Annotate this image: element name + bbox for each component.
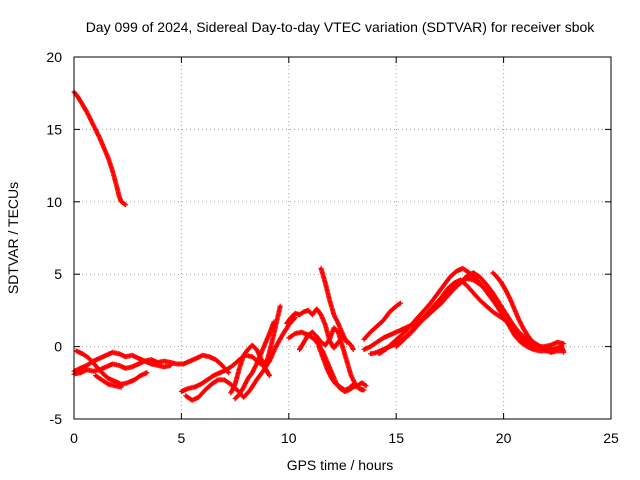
data-point-marker	[271, 319, 277, 325]
series-arc-20	[490, 270, 567, 355]
x-tick-label: 5	[178, 430, 186, 446]
data-point-marker	[496, 305, 502, 310]
x-tick-label: 10	[281, 430, 297, 446]
series-arc-1	[71, 89, 129, 208]
series-arc-19	[393, 276, 502, 350]
series-arc-6	[178, 303, 283, 394]
series-arc-9	[232, 319, 277, 402]
data-point-marker	[344, 339, 350, 345]
axis-ticks: 0 5 10 15 20 25 -5 0 5 10 15 20	[46, 49, 619, 446]
series-arc-14	[316, 344, 365, 393]
grid	[74, 57, 611, 419]
data-point-marker	[398, 300, 403, 306]
x-tick-label: 0	[70, 430, 78, 446]
series-arc-18	[361, 300, 403, 342]
y-axis-label: SDTVAR / TECUs	[5, 182, 21, 294]
series-arc-13	[318, 265, 350, 345]
y-tick-label: 15	[46, 121, 62, 137]
y-tick-label: 10	[46, 194, 62, 210]
y-tick-label: 5	[54, 266, 62, 282]
chart-title: Day 099 of 2024, Sidereal Day-to-day VTE…	[86, 19, 596, 35]
data-point-marker	[358, 386, 364, 392]
data-point-marker	[123, 202, 129, 208]
series-arc-4	[73, 348, 150, 387]
data-point-marker	[277, 303, 283, 309]
y-tick-label: 20	[46, 49, 62, 65]
x-tick-label: 25	[603, 430, 619, 446]
data-point-marker	[168, 362, 174, 368]
data-point-marker	[267, 373, 272, 379]
series-arc-8	[228, 342, 272, 396]
series-arc-5	[93, 373, 124, 390]
data-point-marker	[561, 341, 567, 347]
data-point-marker	[561, 349, 567, 355]
x-axis-label: GPS time / hours	[287, 457, 394, 473]
plot-frame	[73, 56, 612, 420]
data-point-marker	[362, 382, 368, 388]
series-arc-7	[183, 315, 298, 403]
y-tick-label: -5	[50, 411, 63, 427]
data-point-marker	[118, 384, 124, 390]
data-layer	[71, 89, 567, 403]
data-point-marker	[359, 387, 365, 393]
x-tick-label: 15	[388, 430, 404, 446]
data-point-marker	[291, 331, 297, 337]
y-tick-label: 0	[54, 339, 62, 355]
data-point-marker	[363, 383, 369, 389]
x-tick-label: 20	[496, 430, 512, 446]
data-point-marker	[144, 370, 150, 376]
series-arc-12	[297, 325, 367, 393]
data-point-marker	[350, 347, 356, 352]
data-point-marker	[226, 370, 232, 376]
